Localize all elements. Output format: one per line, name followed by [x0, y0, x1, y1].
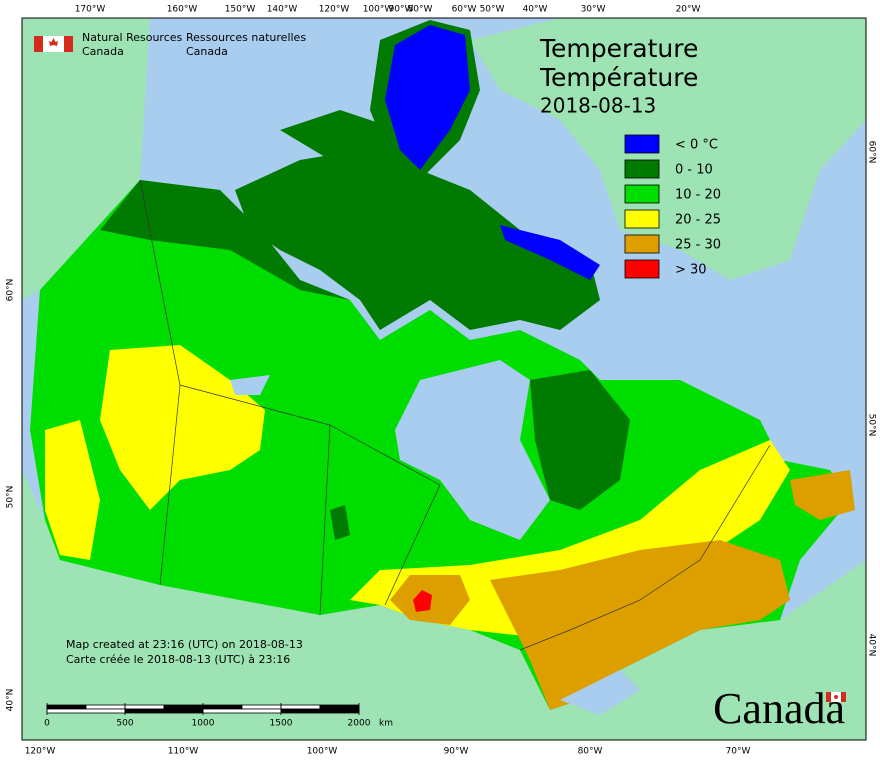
graticule-label: 60°N [867, 141, 877, 164]
scale-segment [85, 704, 126, 710]
graticule-label: 40°W [523, 5, 548, 15]
scale-segment [280, 704, 321, 710]
scale-segment [319, 704, 360, 710]
province-boundaries [139, 179, 771, 651]
legend-label: 20 - 25 [675, 213, 721, 228]
graticule-label: 30°W [581, 5, 606, 15]
legend-label: 0 - 10 [675, 163, 713, 178]
wordmark-flag [826, 692, 846, 702]
scale-segment [202, 708, 282, 714]
scale-segment [202, 704, 243, 710]
agency-name: Ressources naturelles [186, 31, 306, 44]
graticule-label: 120°W [319, 5, 350, 15]
great-lakes [560, 670, 640, 715]
scale-label: 1500 [270, 719, 293, 729]
scale-segment [124, 704, 165, 710]
graticule-label: 50°W [480, 5, 505, 15]
legend-swatch [624, 184, 660, 204]
graticule-label: 70°W [726, 747, 751, 757]
scale-label: 0 [44, 719, 50, 729]
scale-label: 1000 [192, 719, 215, 729]
legend-swatch [624, 134, 660, 154]
hudson-bay [395, 360, 550, 540]
graticule-label: 90°W [389, 5, 414, 15]
graticule-label: 100°W [307, 747, 338, 757]
legend-swatch [624, 209, 660, 229]
agency-name: Canada [82, 45, 124, 58]
map-date: 2018-08-13 [540, 94, 656, 118]
agency-name: Natural Resources [82, 31, 183, 44]
graticule-label: 50°N [867, 414, 877, 437]
legend-label: 10 - 20 [675, 188, 721, 203]
scale-segment [241, 704, 282, 710]
credit: Carte créée le 2018-08-13 (UTC) à 23:16 [66, 653, 290, 666]
flag-band [826, 692, 831, 702]
legend-swatch [624, 159, 660, 179]
graticule-label: 20°W [676, 5, 701, 15]
hot-zone-east [490, 540, 790, 710]
legend-swatch [624, 259, 660, 279]
scale-segment [46, 704, 87, 710]
greenland [470, 18, 866, 280]
warm-zone-west [100, 345, 265, 510]
title-en: Temperature [539, 34, 698, 63]
maple-leaf [49, 38, 58, 46]
scale-segment [46, 708, 126, 714]
graticule-label: 40°N [6, 689, 16, 712]
legend-label: < 0 °C [675, 138, 718, 153]
arctic-island-west [280, 110, 400, 170]
united-states [22, 470, 866, 740]
graticule-label: 170°W [75, 5, 106, 15]
scale-label: 500 [116, 719, 133, 729]
graticule-label: 150°W [225, 5, 256, 15]
graticule-label: 110°W [168, 747, 199, 757]
warm-zone-coast [45, 420, 100, 560]
scale-unit: km [379, 719, 393, 729]
agency-logo [34, 36, 73, 52]
lake [230, 375, 270, 395]
map-frame [21, 17, 867, 741]
scale-segment [280, 708, 360, 714]
graticule-label: 80°W [408, 5, 433, 15]
scale-label: 2000 [348, 719, 371, 729]
title-fr: Température [539, 63, 698, 92]
legend-label: 25 - 30 [675, 238, 721, 253]
lake-winnipeg [330, 505, 350, 540]
scale-segment [163, 704, 204, 710]
flag-band [841, 692, 846, 702]
arctic-islands [235, 150, 600, 330]
legend-label: > 30 [675, 263, 707, 278]
legend-swatch [624, 234, 660, 254]
graticule-label: 50°N [6, 486, 16, 509]
map-canvas [22, 18, 866, 740]
graticule-label: 40°N [867, 634, 877, 657]
wordmark: Canada [713, 684, 845, 733]
graticule-label: 140°W [267, 5, 298, 15]
graticule-label: 100°W [363, 5, 394, 15]
alaska [22, 18, 150, 300]
baffin-ice [500, 225, 600, 280]
graticule-label: 90°W [444, 747, 469, 757]
ellesmere-ice [385, 25, 470, 170]
graticule-label: 160°W [167, 5, 198, 15]
flag-band [34, 36, 43, 52]
graticule-label: 60°W [452, 5, 477, 15]
credit: Map created at 23:16 (UTC) on 2018-08-13 [66, 638, 303, 651]
scale-segment [124, 708, 204, 714]
agency-name: Canada [186, 45, 228, 58]
cool-zone [100, 180, 350, 300]
graticule-label: 60°N [6, 279, 16, 302]
graticule-label: 120°W [25, 747, 56, 757]
graticule-label: 80°W [578, 747, 603, 757]
very-hot-spot [413, 590, 432, 612]
maple-leaf [834, 695, 838, 699]
flag-band [64, 36, 73, 52]
hot-zone-newfoundland [790, 470, 855, 520]
quebec-north [530, 370, 630, 510]
